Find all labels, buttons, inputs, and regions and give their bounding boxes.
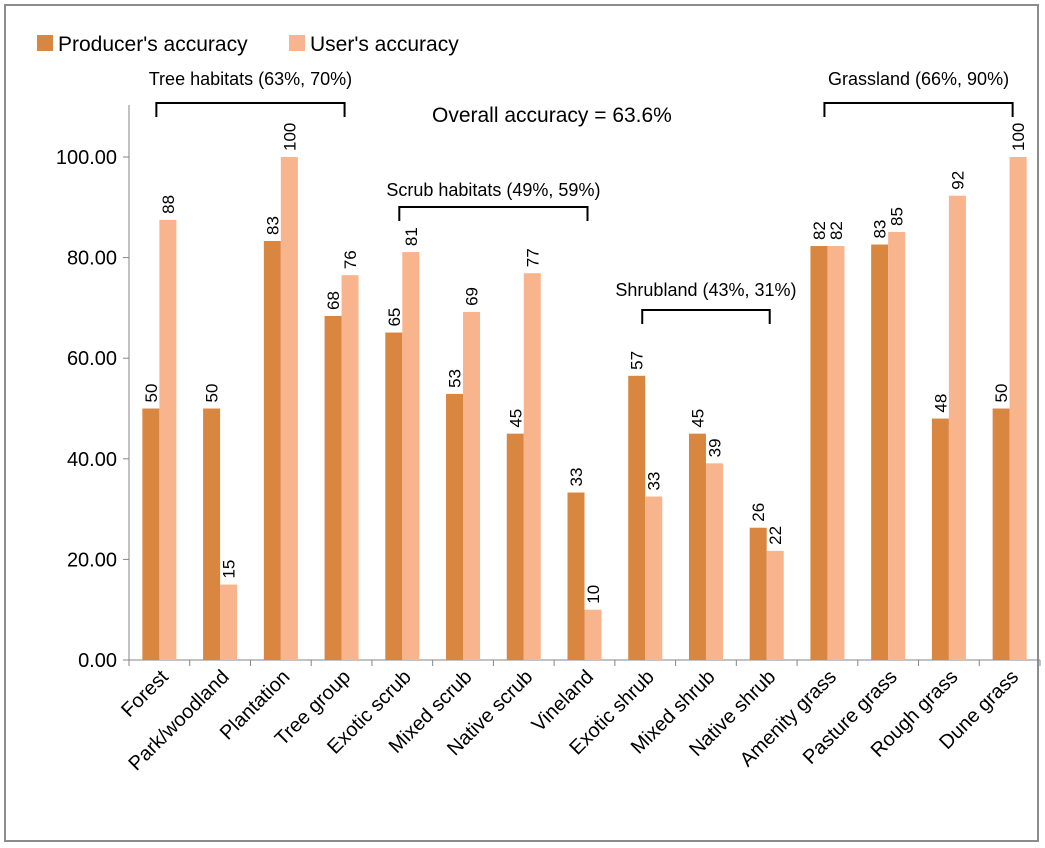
bar-user-s-accuracy-mixed-scrub [463,311,481,660]
y-tick-label: 100.00 [56,147,117,169]
bar-producer-s-accuracy-pasture-grass [871,244,889,660]
legend: Producer's accuracy User's accuracy [37,33,459,56]
bar-user-s-accuracy-forest [159,219,177,660]
overall-accuracy-annotation: Overall accuracy = 63.6% [432,104,672,127]
y-tick-label: 40.00 [67,449,117,471]
bar-producer-s-accuracy-tree-group [324,315,342,660]
x-tick-label-forest: Forest [117,666,173,722]
bar-producer-s-accuracy-plantation [263,241,281,660]
bar-user-s-accuracy-exotic-shrub [645,496,663,660]
data-label-user-s-accuracy-park-woodland: 15 [220,560,239,579]
bracket-grassland [823,102,1014,117]
data-label-user-s-accuracy-native-scrub: 77 [523,248,542,267]
bar-user-s-accuracy-exotic-scrub [402,252,420,660]
chart-frame [4,4,1039,842]
data-label-producer-s-accuracy-dune-grass: 50 [992,384,1011,403]
data-label-user-s-accuracy-rough-grass: 92 [948,171,967,190]
bar-user-s-accuracy-vineland [584,609,602,660]
bar-producer-s-accuracy-exotic-scrub [385,332,403,660]
bar-user-s-accuracy-native-scrub [523,273,541,660]
data-label-user-s-accuracy-exotic-scrub: 81 [402,227,421,246]
legend-label-producers-accuracy: Producer's accuracy [58,33,248,56]
bar-producer-s-accuracy-dune-grass [992,408,1010,660]
bar-producer-s-accuracy-rough-grass [931,418,949,660]
data-label-user-s-accuracy-vineland: 10 [584,585,603,604]
bars [142,157,1027,660]
data-label-user-s-accuracy-pasture-grass: 85 [888,207,907,226]
bar-producer-s-accuracy-mixed-shrub [688,433,706,660]
bar-user-s-accuracy-park-woodland [220,584,238,660]
bar-user-s-accuracy-pasture-grass [888,231,906,660]
bar-producer-s-accuracy-vineland [567,492,585,660]
data-label-producer-s-accuracy-forest: 50 [142,384,161,403]
data-label-producer-s-accuracy-vineland: 33 [567,468,586,487]
y-tick-label: 20.00 [67,549,117,571]
data-label-producer-s-accuracy-native-shrub: 26 [749,503,768,522]
data-label-user-s-accuracy-mixed-shrub: 39 [705,438,724,457]
data-label-producer-s-accuracy-pasture-grass: 83 [871,220,890,239]
bar-user-s-accuracy-native-shrub [766,550,784,660]
bar-producer-s-accuracy-park-woodland [203,408,221,660]
bar-producer-s-accuracy-exotic-shrub [628,375,646,660]
group-label-shrubland: Shrubland (43%, 31%) [615,280,796,300]
data-label-producer-s-accuracy-plantation: 83 [263,216,282,235]
group-label-tree-habitats: Tree habitats (63%, 70%) [149,69,352,89]
group-label-grassland: Grassland (66%, 90%) [828,69,1009,89]
bar-producer-s-accuracy-forest [142,408,160,660]
y-tick-label: 0.00 [78,650,117,672]
bar-user-s-accuracy-tree-group [341,275,359,660]
data-label-producer-s-accuracy-exotic-scrub: 65 [385,308,404,327]
group-label-scrub-habitats: Scrub habitats (49%, 59%) [386,180,600,200]
data-label-producer-s-accuracy-mixed-scrub: 53 [446,369,465,388]
bar-producer-s-accuracy-amenity-grass [810,246,828,660]
data-label-user-s-accuracy-exotic-shrub: 33 [645,472,664,491]
data-label-producer-s-accuracy-tree-group: 68 [324,291,343,310]
bar-user-s-accuracy-amenity-grass [827,246,845,660]
y-tick-label: 80.00 [67,248,117,270]
data-label-producer-s-accuracy-exotic-shrub: 57 [628,351,647,370]
bar-user-s-accuracy-plantation [280,157,298,660]
bracket-scrub-habitats [398,206,589,221]
legend-swatch-users-accuracy [289,35,305,51]
data-label-producer-s-accuracy-rough-grass: 48 [931,394,950,413]
data-label-user-s-accuracy-amenity-grass: 82 [827,221,846,240]
bracket-shrubland [641,309,771,324]
bar-producer-s-accuracy-native-shrub [749,527,767,660]
legend-label-users-accuracy: User's accuracy [310,33,459,56]
bar-user-s-accuracy-dune-grass [1009,157,1027,660]
data-labels: 50 88 50 15 83 100 68 76 65 81 53 69 45 77 33 10 57 33 45 3… [142,123,1028,604]
data-label-user-s-accuracy-plantation: 100 [280,123,299,151]
bar-user-s-accuracy-mixed-shrub [705,463,723,660]
data-label-producer-s-accuracy-native-scrub: 45 [506,409,525,428]
data-label-user-s-accuracy-tree-group: 76 [341,250,360,269]
data-label-user-s-accuracy-forest: 88 [159,195,178,214]
bar-producer-s-accuracy-native-scrub [506,433,524,660]
bar-user-s-accuracy-rough-grass [948,195,966,660]
y-tick-label: 60.00 [67,348,117,370]
group-brackets: Tree habitats (63%, 70%) Scrub habitats (… [149,69,1014,324]
bracket-tree-habitats [155,102,346,117]
data-label-user-s-accuracy-native-shrub: 22 [766,526,785,545]
data-label-producer-s-accuracy-park-woodland: 50 [203,384,222,403]
bar-producer-s-accuracy-mixed-scrub [446,393,464,660]
data-label-producer-s-accuracy-mixed-shrub: 45 [688,409,707,428]
data-label-user-s-accuracy-mixed-scrub: 69 [463,287,482,306]
data-label-user-s-accuracy-dune-grass: 100 [1009,123,1028,151]
data-label-producer-s-accuracy-amenity-grass: 82 [810,221,829,240]
legend-swatch-producers-accuracy [37,35,53,51]
